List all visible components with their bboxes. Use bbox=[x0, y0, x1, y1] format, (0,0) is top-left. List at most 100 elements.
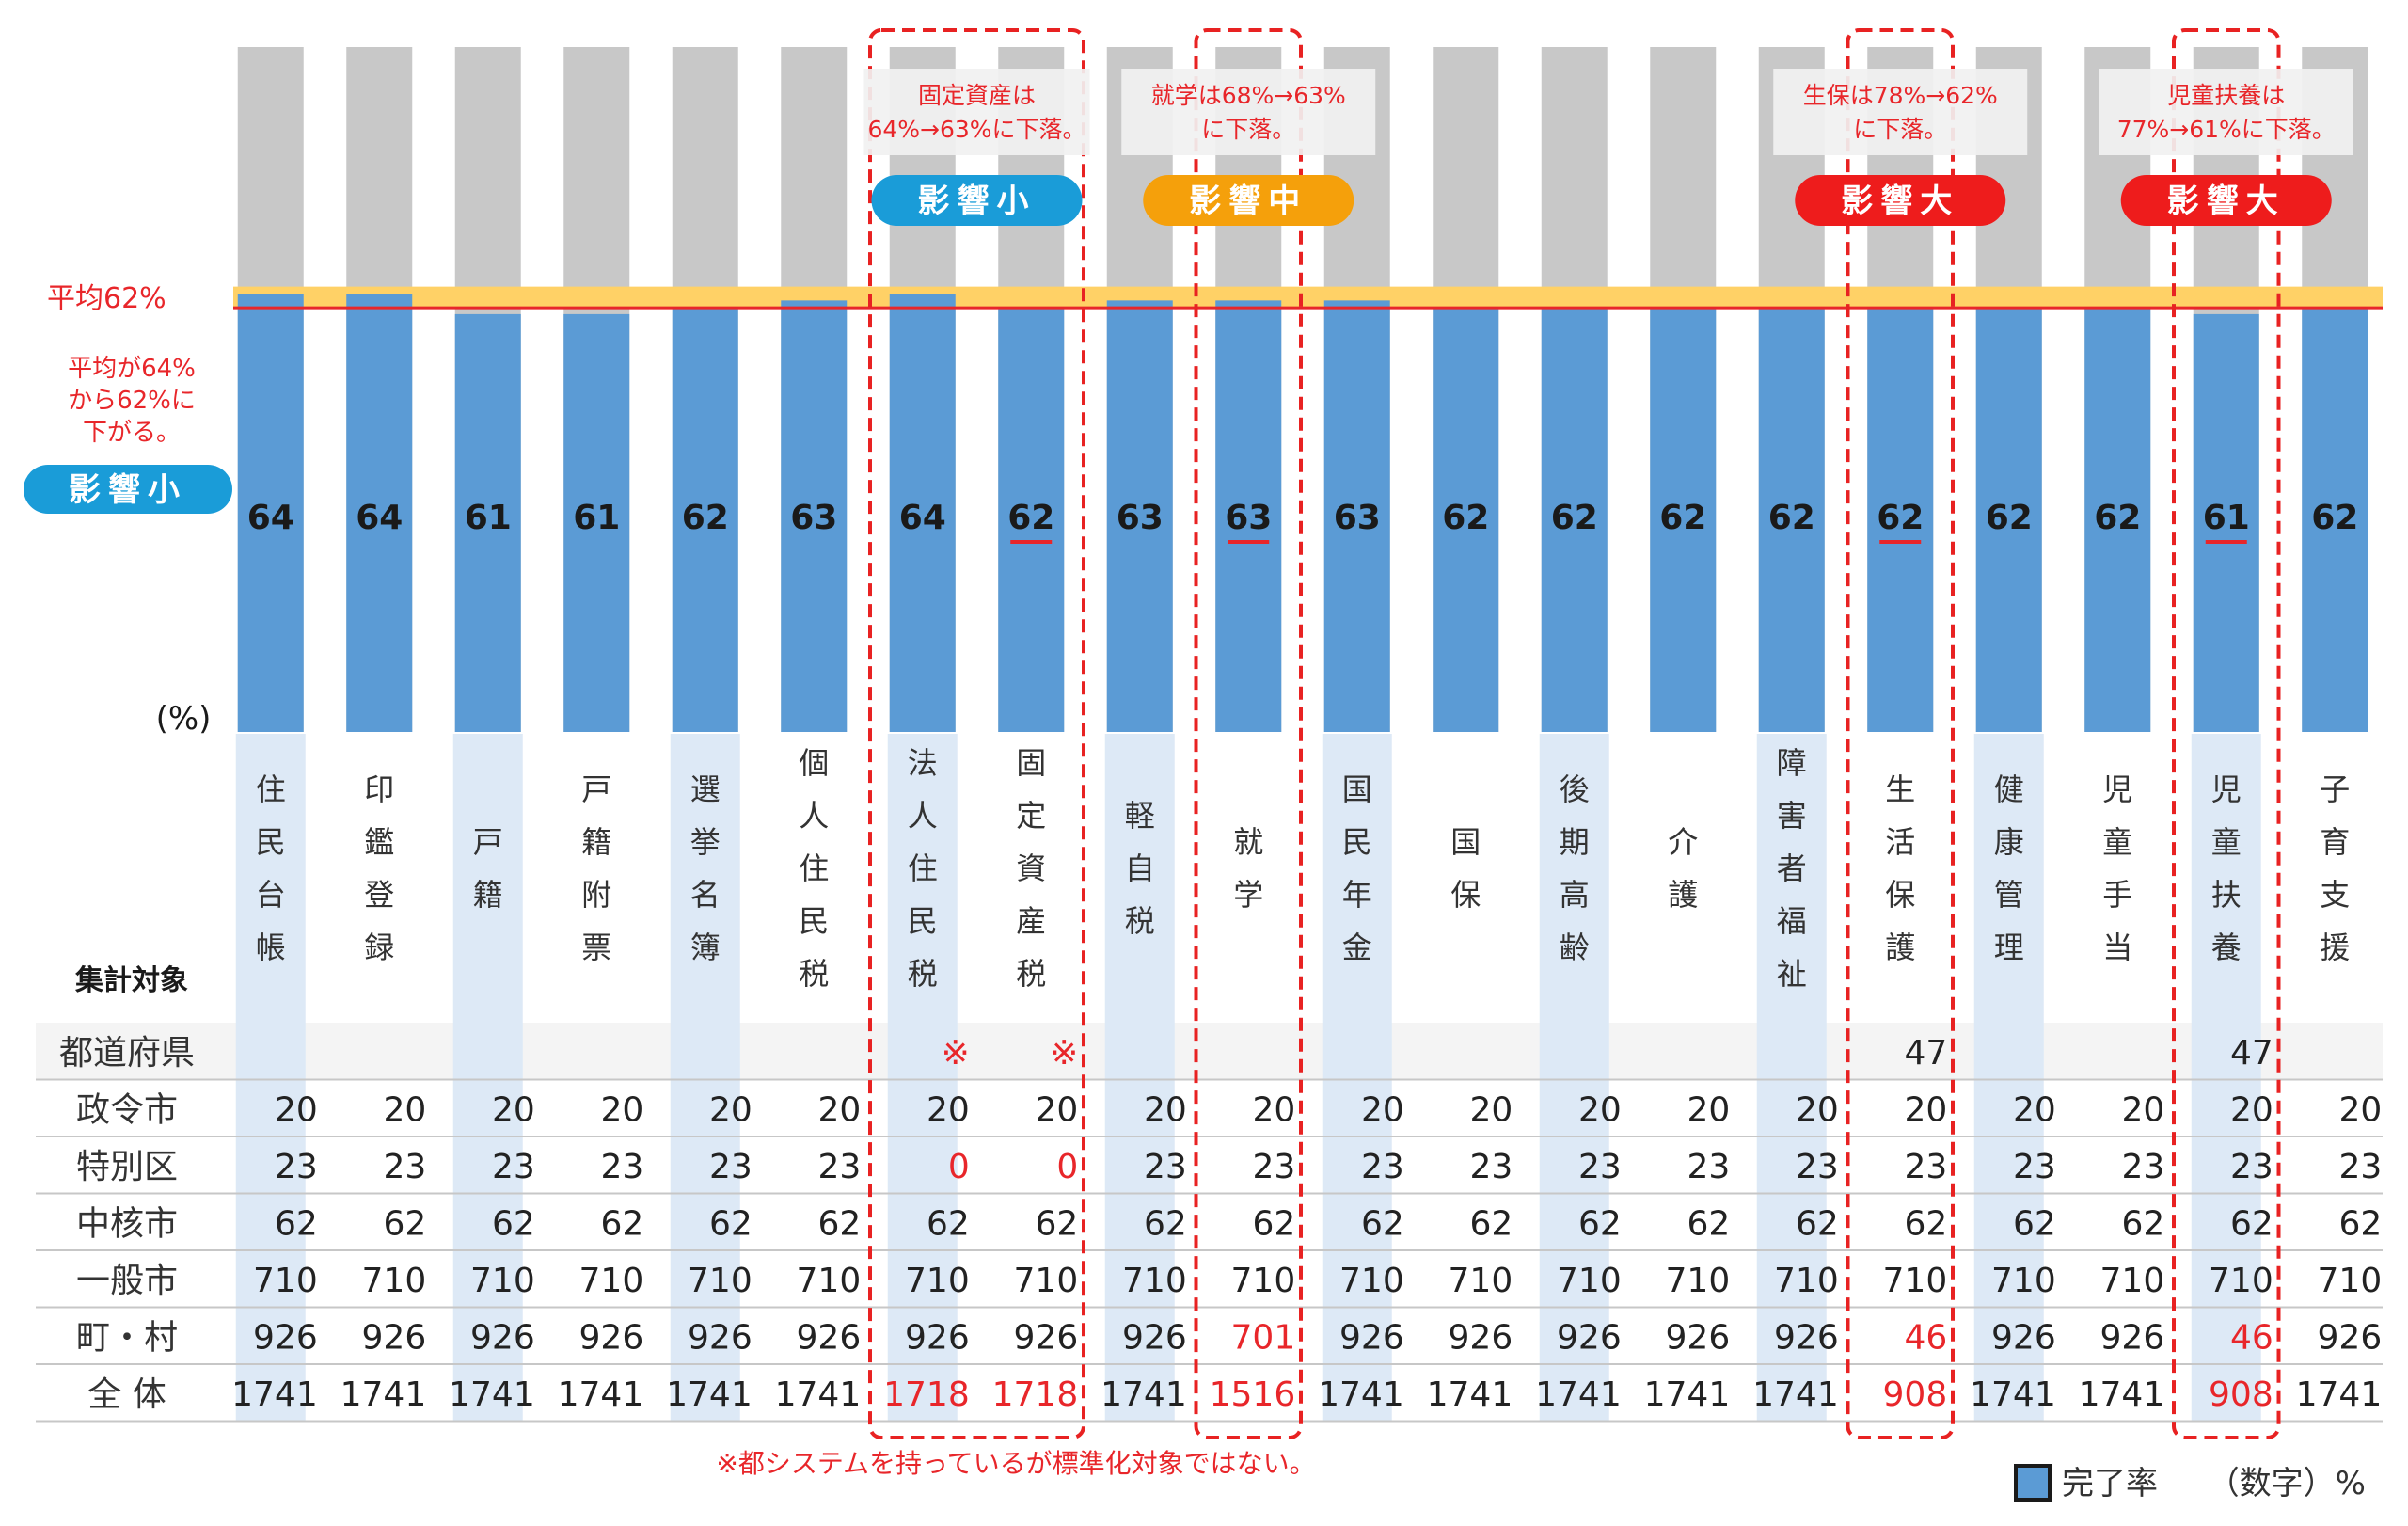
category-label: 期 bbox=[1560, 824, 1590, 860]
bar-value-label: 63 bbox=[1117, 499, 1164, 537]
impact-badge bbox=[2120, 175, 2332, 226]
table-cell: 62 bbox=[2121, 1205, 2164, 1244]
category-label: 保 bbox=[1885, 877, 1915, 913]
bar bbox=[2193, 313, 2259, 732]
table-cell: 20 bbox=[2013, 1091, 2056, 1130]
category-label: 住 bbox=[908, 850, 938, 886]
category-label: 法 bbox=[908, 745, 938, 781]
table-cell: 20 bbox=[1904, 1091, 1947, 1130]
category-label: 活 bbox=[1885, 824, 1915, 860]
category-label: 援 bbox=[2320, 930, 2350, 965]
category-label: 登 bbox=[364, 877, 394, 913]
bar-value-label: 62 bbox=[1986, 499, 2033, 537]
table-cell: 926 bbox=[470, 1319, 535, 1358]
bar-value-label: 61 bbox=[465, 499, 512, 537]
category-label: 児 bbox=[2211, 771, 2242, 807]
category-label: 民 bbox=[256, 824, 286, 860]
column-shade bbox=[670, 1023, 740, 1080]
table-cell: 1741 bbox=[231, 1375, 318, 1414]
table-cell: 23 bbox=[1361, 1148, 1404, 1186]
table-cell: 62 bbox=[2013, 1205, 2056, 1244]
table-cell: 20 bbox=[1361, 1091, 1404, 1130]
table-cell: 710 bbox=[2100, 1262, 2165, 1300]
table-cell: 62 bbox=[275, 1205, 318, 1244]
table-cell: 926 bbox=[2318, 1319, 2383, 1358]
table-cell: 926 bbox=[579, 1319, 644, 1358]
bar-value-label: 62 bbox=[1768, 499, 1815, 537]
y-unit-label: (%) bbox=[156, 700, 212, 738]
table-cell: ※ bbox=[942, 1034, 970, 1073]
bar-value-label: 62 bbox=[1442, 499, 1489, 537]
table-cell: 47 bbox=[1904, 1034, 1947, 1073]
table-cell: 62 bbox=[2338, 1205, 2382, 1244]
table-cell: 1741 bbox=[1535, 1375, 1622, 1414]
table-cell: 62 bbox=[1469, 1205, 1513, 1244]
impact-badge-label: 影響大 bbox=[1841, 183, 1959, 220]
bar-value-label: 64 bbox=[356, 499, 403, 537]
legend-swatch bbox=[2014, 1464, 2052, 1502]
bar-value-label: 62 bbox=[2311, 499, 2358, 537]
table-cell: 926 bbox=[1339, 1319, 1404, 1358]
table-cell: 47 bbox=[2230, 1034, 2273, 1073]
table-cell: 20 bbox=[817, 1091, 861, 1130]
table-cell: 710 bbox=[1231, 1262, 1296, 1300]
legend-unit-note: （数字）% bbox=[2208, 1465, 2366, 1502]
bar bbox=[454, 313, 521, 732]
table-cell: ※ bbox=[1050, 1034, 1078, 1073]
bar-value-label: 62 bbox=[1551, 499, 1598, 537]
table-cell: 1718 bbox=[883, 1375, 970, 1414]
table-cell: 926 bbox=[362, 1319, 427, 1358]
category-label: 住 bbox=[799, 850, 829, 886]
table-cell: 23 bbox=[1904, 1148, 1947, 1186]
highlight-dashed-frame bbox=[868, 28, 1085, 1439]
bar-value-label: 63 bbox=[1334, 499, 1381, 537]
category-label: 護 bbox=[1668, 877, 1698, 913]
table-cell: 20 bbox=[2338, 1091, 2382, 1130]
category-label: 民 bbox=[1342, 824, 1372, 860]
callout-note: 77%→61%に下落。 bbox=[2117, 116, 2336, 143]
column-shade bbox=[887, 1023, 958, 1080]
table-cell: 710 bbox=[362, 1262, 427, 1300]
column-shade bbox=[1756, 1023, 1827, 1080]
category-label: 介 bbox=[1668, 824, 1698, 860]
category-label: 者 bbox=[1777, 850, 1807, 886]
table-cell: 710 bbox=[905, 1262, 970, 1300]
bar bbox=[1323, 300, 1390, 732]
table-cell: 926 bbox=[253, 1319, 318, 1358]
category-label: 害 bbox=[1777, 798, 1807, 834]
category-label: 印 bbox=[364, 771, 394, 807]
value-underline bbox=[1879, 540, 1922, 544]
category-label: 住 bbox=[256, 771, 286, 807]
table-cell: 0 bbox=[948, 1148, 970, 1186]
value-underline bbox=[1228, 540, 1270, 544]
table-cell: 20 bbox=[1687, 1091, 1730, 1130]
category-label: 育 bbox=[2320, 824, 2350, 860]
table-cell: 926 bbox=[1122, 1319, 1187, 1358]
table-cell: 926 bbox=[905, 1319, 970, 1358]
left-note: 平均が64% bbox=[68, 355, 196, 383]
bar bbox=[1433, 307, 1499, 732]
table-cell: 23 bbox=[2121, 1148, 2164, 1186]
category-label: 産 bbox=[1016, 903, 1046, 939]
table-cell: 62 bbox=[383, 1205, 426, 1244]
category-label: 録 bbox=[364, 930, 394, 965]
table-cell: 62 bbox=[1904, 1205, 1947, 1244]
table-cell: 908 bbox=[1883, 1375, 1948, 1414]
category-label: 定 bbox=[1016, 798, 1046, 834]
table-row-label: 特別区 bbox=[76, 1148, 178, 1186]
left-impact-badge-label: 影響小 bbox=[69, 471, 187, 509]
column-shade bbox=[1104, 1023, 1175, 1080]
bar-value-label: 61 bbox=[2203, 499, 2250, 537]
impact-badge bbox=[1795, 175, 2006, 226]
bar bbox=[1215, 300, 1282, 732]
table-cell: 926 bbox=[1774, 1319, 1839, 1358]
category-label: 帳 bbox=[256, 930, 286, 965]
category-label: 年 bbox=[1342, 877, 1372, 913]
table-cell: 23 bbox=[275, 1148, 318, 1186]
table-cell: 710 bbox=[1883, 1262, 1948, 1300]
category-label: 民 bbox=[908, 903, 938, 939]
table-cell: 20 bbox=[492, 1091, 535, 1130]
highlight-dashed-frame bbox=[1846, 28, 1955, 1439]
table-row-divider bbox=[36, 1363, 2383, 1365]
category-label: 選 bbox=[690, 771, 721, 807]
